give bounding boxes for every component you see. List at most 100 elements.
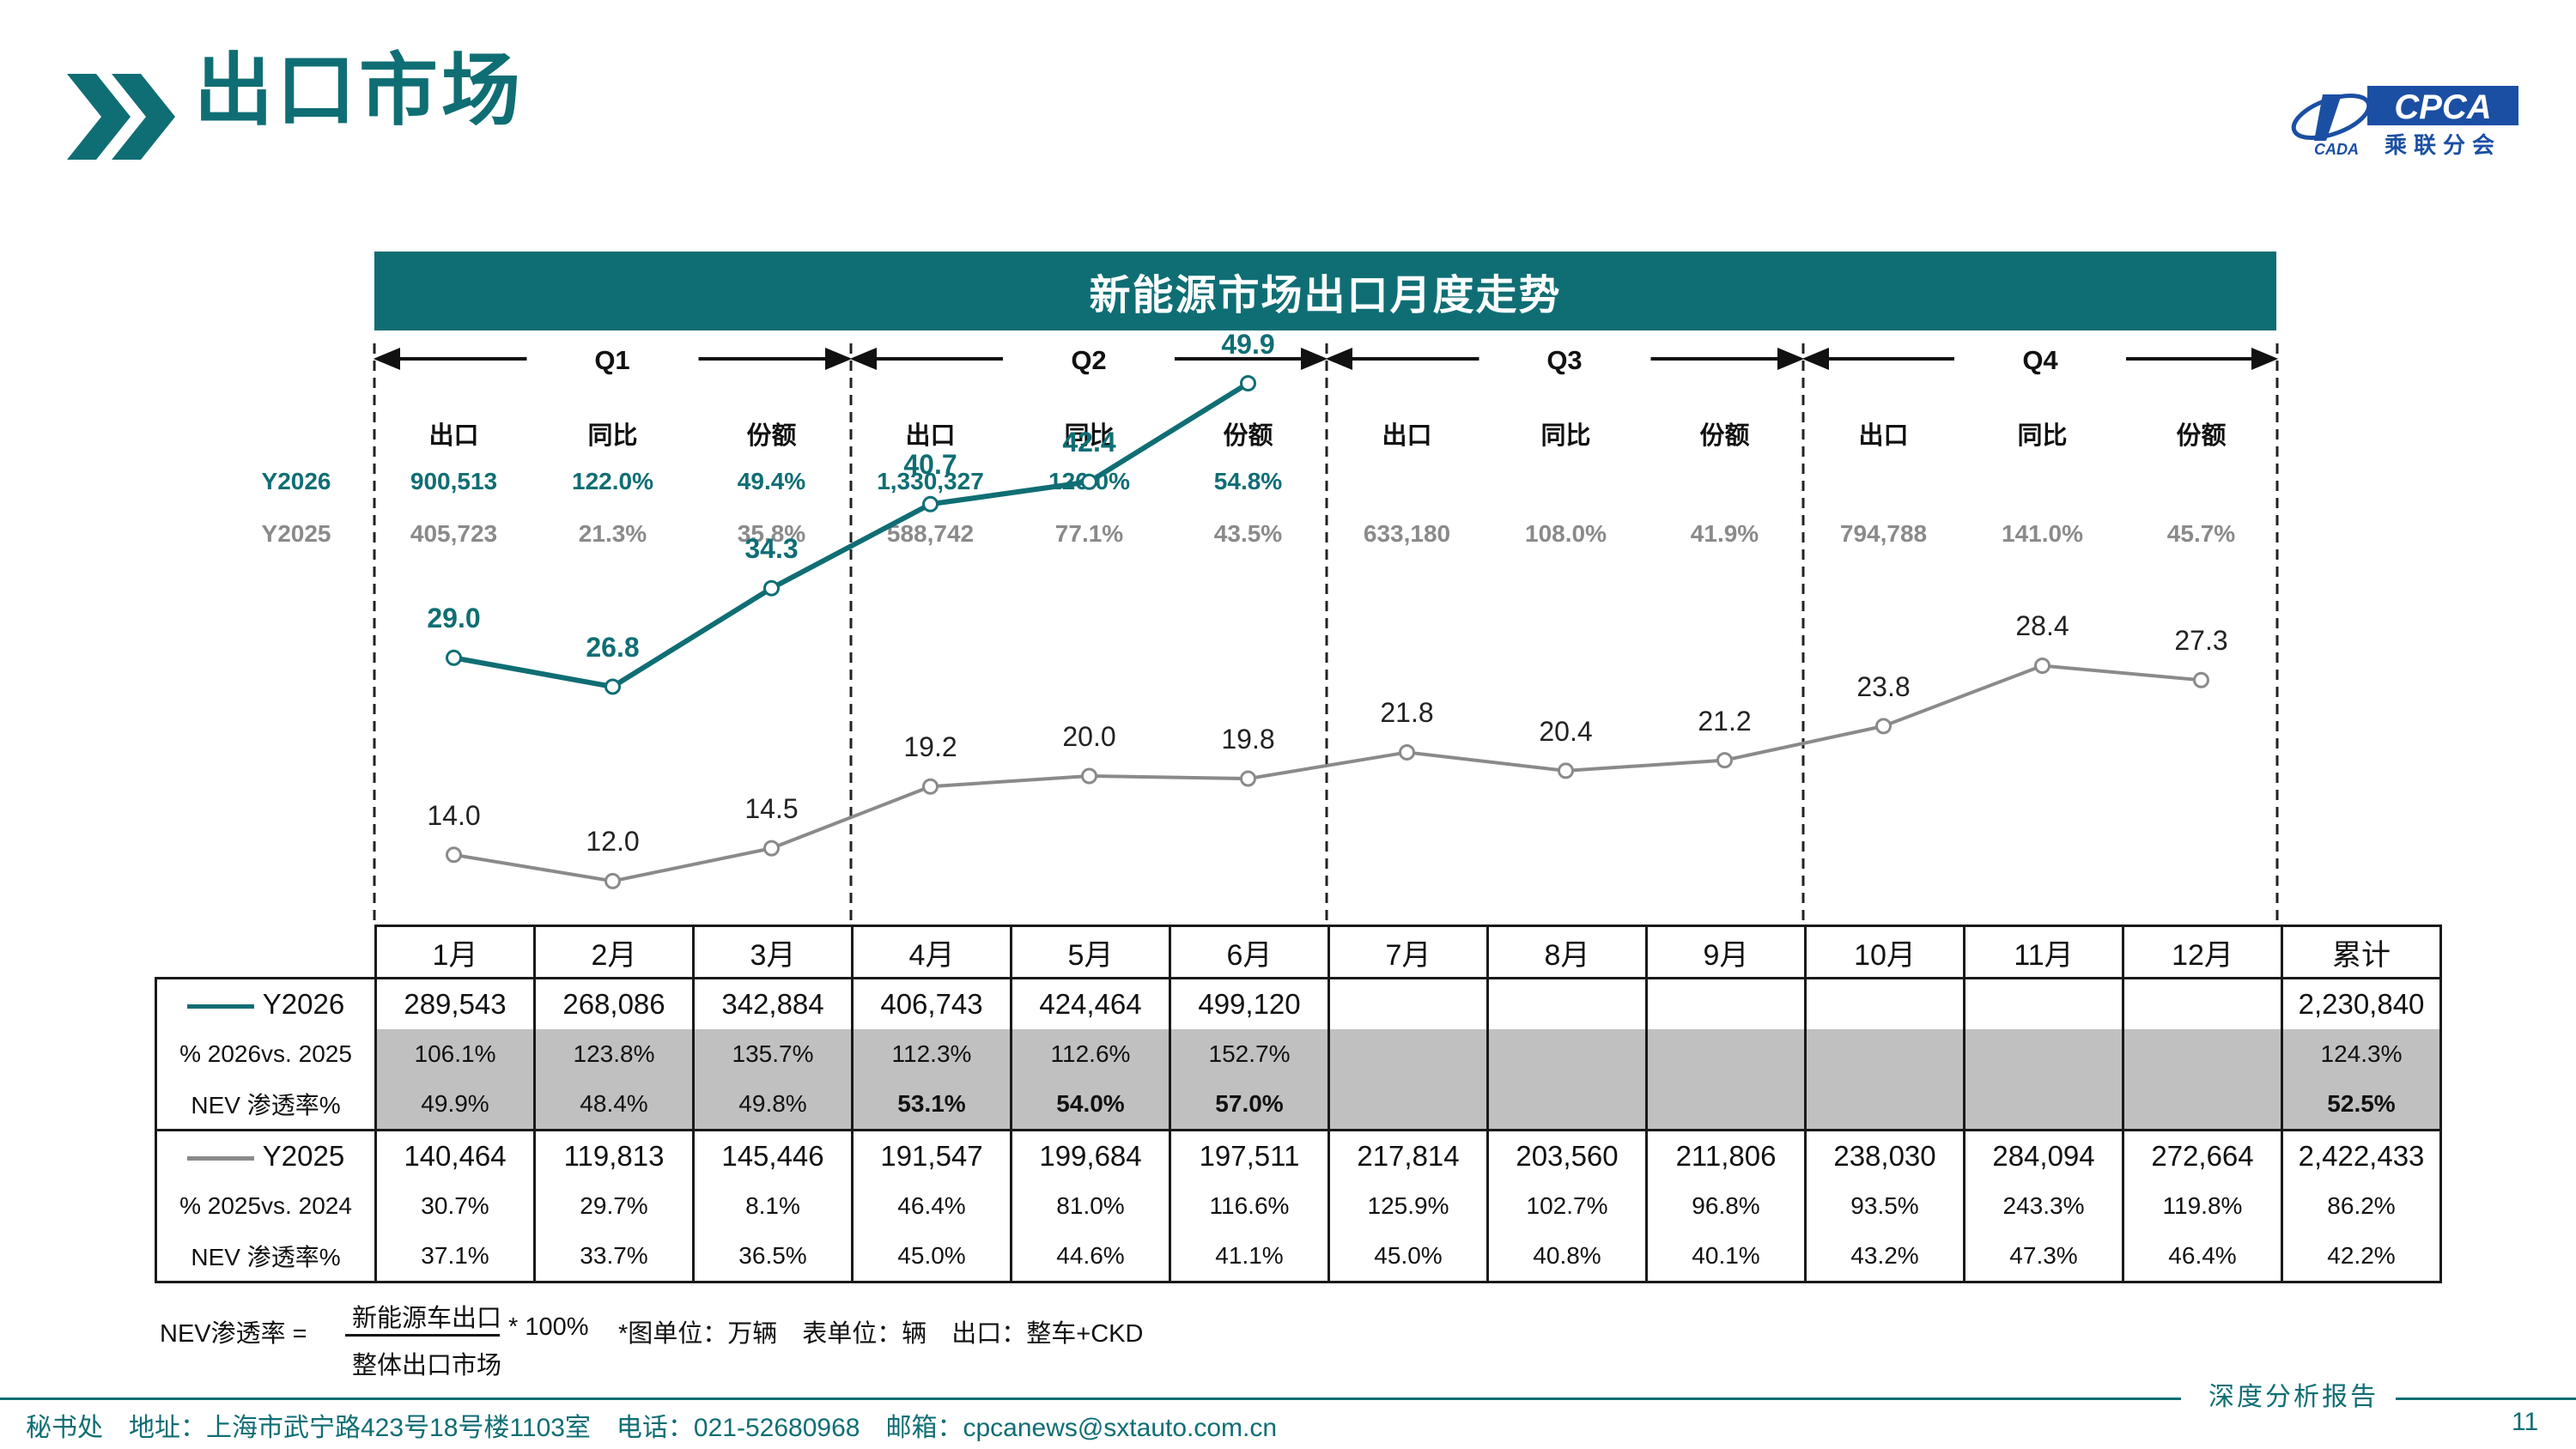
row-label-text: % 2026vs. 2025	[179, 1040, 352, 1067]
table-cell: 36.5%	[692, 1231, 854, 1283]
table-cell	[1645, 977, 1807, 1029]
table-cell: 197,511	[1169, 1129, 1330, 1181]
data-label-y2026: 40.7	[903, 449, 957, 481]
logo-subtext: 乘联分会	[2384, 133, 2501, 158]
data-label-y2025: 20.0	[1062, 721, 1116, 752]
table-cell: 217,814	[1327, 1129, 1489, 1181]
summary-col-header: 出口	[905, 422, 956, 450]
arrowhead-left-1	[373, 348, 400, 370]
data-label-y2025: 27.3	[2174, 625, 2228, 657]
table-cell: 37.1%	[374, 1231, 536, 1283]
footnote-denominator: 整体出口市场	[351, 1352, 501, 1379]
table-total-cell: 52.5%	[2281, 1079, 2442, 1131]
row-label-text: % 2025vs. 2024	[179, 1192, 352, 1219]
month-header: 11月	[1963, 925, 2124, 979]
page-title: 出口市场	[194, 47, 525, 135]
table-cell: 284,094	[1963, 1129, 2124, 1181]
table-row: % 2025vs. 2024 30.7% 29.7% 8.1% 46.4% 81.0% 11…	[155, 1181, 2442, 1231]
arrowhead-left-4	[1801, 348, 1829, 370]
data-label-y2025: 19.8	[1221, 724, 1275, 755]
line-chart	[446, 375, 2209, 889]
table-cell: 272,664	[2122, 1129, 2283, 1181]
table-total-cell: 2,422,433	[2281, 1129, 2442, 1181]
table-cell	[1804, 977, 1965, 1029]
table-cell: 81.0%	[1010, 1181, 1171, 1231]
summary-value-2025: 405,723	[410, 520, 498, 547]
table-total-cell: 124.3%	[2281, 1029, 2442, 1079]
table-cell: 30.7%	[374, 1181, 536, 1231]
table-cell	[1963, 1079, 2124, 1131]
data-table: 1月 2月 3月 4月 5月 6月 7月 8月 9月 10月 11月 12月 累计 Y2026 289,54…	[155, 925, 2442, 1283]
footnote-numerator: 新能源车出口	[351, 1305, 501, 1332]
data-point-y2025	[1240, 770, 1256, 787]
table-cell: 342,884	[692, 977, 854, 1029]
arrowhead-left-2	[849, 348, 877, 370]
summary-value-2025: 794,788	[1839, 520, 1928, 547]
quarter-label-q2: Q2	[1071, 345, 1107, 375]
summary-col-header: 份额	[1699, 422, 1750, 450]
footnote-prefix: NEV渗透率 =	[160, 1320, 307, 1348]
summary-value-2026: 122.0%	[572, 468, 653, 494]
month-header: 10月	[1804, 925, 1965, 979]
table-cell	[1804, 1029, 1965, 1079]
table-cell: 268,086	[533, 977, 695, 1029]
quarter-frame	[373, 343, 2279, 925]
arrowhead-right-1	[825, 348, 853, 370]
table-cell: 49.8%	[692, 1079, 854, 1131]
arrowhead-right-4	[2251, 348, 2279, 370]
month-header: 12月	[2122, 925, 2283, 979]
summary-value-2026: 1,330,327	[877, 468, 984, 494]
data-label-y2025: 21.8	[1380, 697, 1434, 729]
table-cell	[1486, 1029, 1648, 1079]
data-point-y2026	[1081, 473, 1097, 490]
data-label-y2026: 29.0	[427, 603, 481, 634]
month-header: 6月	[1169, 925, 1330, 979]
row-label: Y2025	[155, 1129, 377, 1181]
data-label-y2026: 49.9	[1221, 328, 1275, 360]
month-header: 1月	[374, 925, 536, 979]
summary-col-header: 出口	[1858, 422, 1909, 450]
table-row: NEV 渗透率% 49.9% 48.4% 49.8% 53.1% 54.0% 57.0% 52…	[155, 1079, 2442, 1131]
summary-value-2025: 108.0%	[1525, 520, 1607, 547]
table-cell: 289,543	[374, 977, 536, 1029]
table-cell: 54.0%	[1010, 1079, 1171, 1131]
table-cell: 44.6%	[1010, 1231, 1171, 1283]
table-cell: 48.4%	[533, 1079, 695, 1131]
cpca-logo: CPCA 乘联分会 CADA	[2291, 86, 2518, 158]
row-label: Y2026	[155, 977, 377, 1029]
table-cell: 29.7%	[533, 1181, 695, 1231]
table-cell: 40.8%	[1486, 1231, 1648, 1283]
data-label-y2025: 23.8	[1856, 670, 1911, 702]
table-total-cell: 42.2%	[2281, 1231, 2442, 1283]
chevron-double-icon	[67, 74, 175, 160]
footnote-units: *图单位：万辆 表单位：辆 出口：整车+CKD	[618, 1320, 1144, 1348]
row-label: NEV 渗透率%	[155, 1079, 377, 1131]
table-cell: 243.3%	[1963, 1181, 2124, 1231]
table-cell: 112.3%	[851, 1029, 1012, 1079]
row-label-text: Y2026	[262, 988, 345, 1020]
data-label-y2025: 14.0	[427, 799, 481, 831]
table-cell: 140,464	[374, 1129, 536, 1181]
table-cell: 45.0%	[851, 1231, 1012, 1283]
series-line-y2026	[453, 380, 1250, 690]
quarter-label-q1: Q1	[594, 345, 630, 375]
arrowhead-right-3	[1777, 348, 1805, 370]
table-total-cell: 86.2%	[2281, 1181, 2442, 1231]
data-point-y2025	[2034, 657, 2050, 674]
table-cell: 135.7%	[692, 1029, 854, 1079]
table-cell: 211,806	[1645, 1129, 1807, 1181]
data-point-y2025	[446, 846, 462, 864]
table-cell	[1963, 977, 2124, 1029]
footer-contact: 秘书处 地址：上海市武宁路423号18号楼1103室 电话：021-526809…	[26, 1414, 1278, 1442]
table-cell: 43.2%	[1804, 1231, 1965, 1283]
table-cell: 33.7%	[533, 1231, 695, 1283]
summary-value-2025: 43.5%	[1213, 520, 1283, 547]
table-cell: 119,813	[533, 1129, 695, 1181]
summary-value-2025: 77.1%	[1054, 520, 1124, 547]
row-label: % 2025vs. 2024	[155, 1181, 377, 1231]
data-point-y2025	[763, 840, 780, 857]
table-cell: 46.4%	[2122, 1231, 2283, 1283]
table-cell: 45.0%	[1327, 1231, 1489, 1283]
summary-col-header: 出口	[1382, 422, 1432, 450]
table-cell: 46.4%	[851, 1181, 1012, 1231]
